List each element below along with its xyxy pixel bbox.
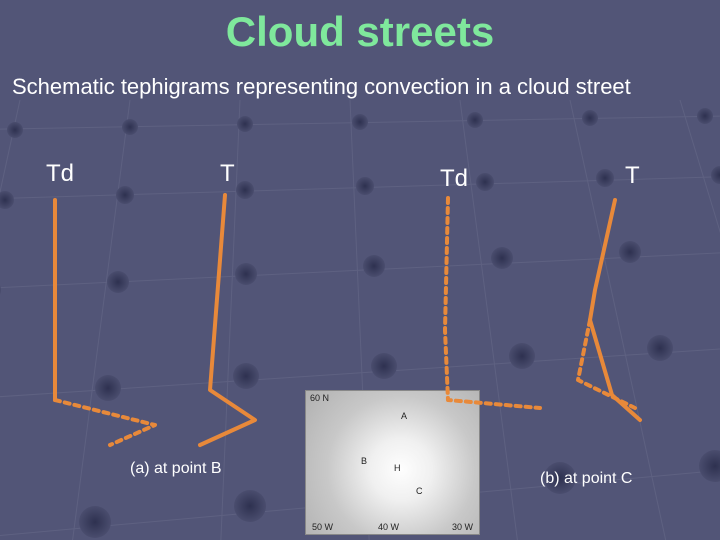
satellite-image: 60 N 50 W 40 W 30 W A B H C: [305, 390, 480, 535]
label-left-t: T: [220, 160, 235, 188]
label-right-t: T: [625, 162, 640, 190]
sat-lon-left: 50 W: [312, 522, 333, 532]
sat-marker-b: B: [361, 456, 367, 466]
slide-subtitle: Schematic tephigrams representing convec…: [0, 56, 720, 100]
sat-lon-mid: 40 W: [378, 522, 399, 532]
slide-title: Cloud streets: [0, 0, 720, 56]
sat-marker-c: C: [416, 486, 423, 496]
label-right-td: Td: [440, 165, 468, 193]
label-left-td: Td: [46, 160, 74, 188]
sat-marker-h: H: [394, 463, 401, 473]
caption-b: (b) at point C: [540, 470, 632, 488]
caption-a: (a) at point B: [130, 460, 222, 478]
sat-marker-a: A: [401, 411, 407, 421]
sat-lon-right: 30 W: [452, 522, 473, 532]
sat-lat-top: 60 N: [310, 393, 329, 403]
